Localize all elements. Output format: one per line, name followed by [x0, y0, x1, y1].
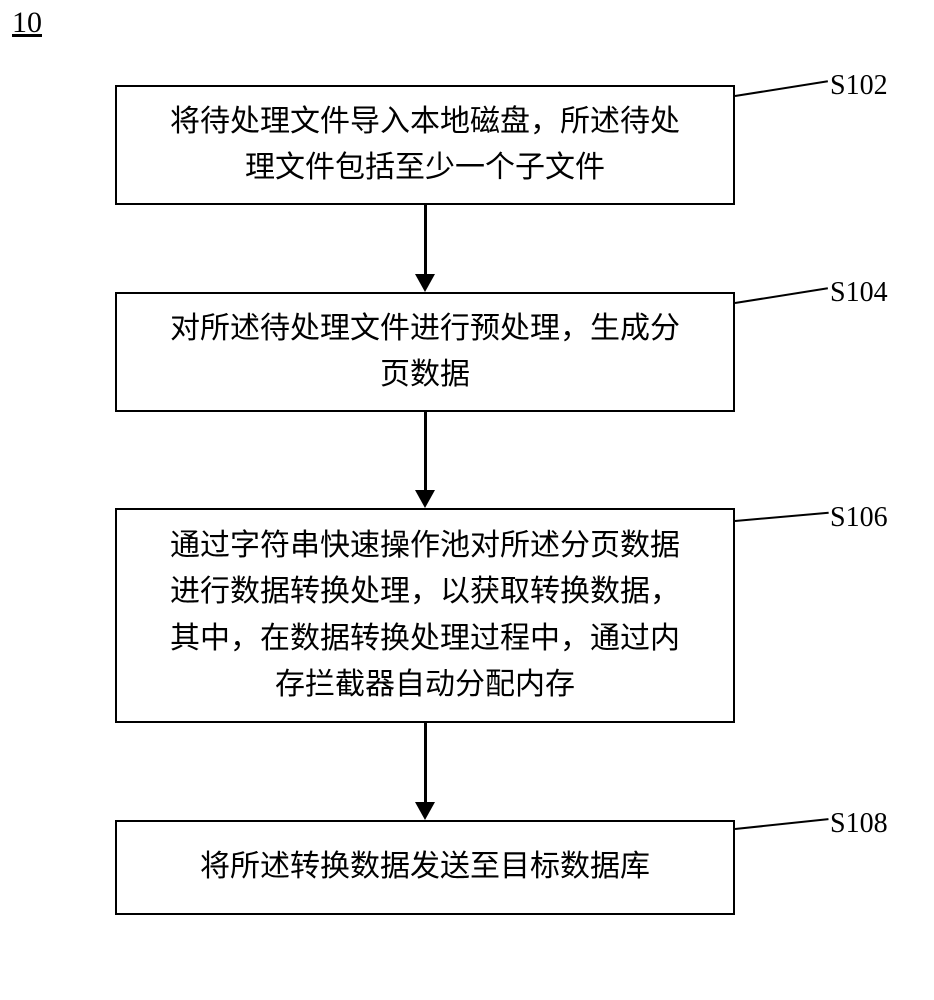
- flow-node-s108: 将所述转换数据发送至目标数据库: [115, 820, 735, 915]
- step-label-s106: S106: [830, 502, 888, 534]
- flow-node-s106: 通过字符串快速操作池对所述分页数据 进行数据转换处理，以获取转换数据， 其中，在…: [115, 508, 735, 723]
- flow-node-text: 通过字符串快速操作池对所述分页数据 进行数据转换处理，以获取转换数据， 其中，在…: [170, 523, 680, 709]
- arrow-line-1: [424, 205, 427, 274]
- figure-number: 10: [12, 6, 42, 40]
- flow-node-text: 对所述待处理文件进行预处理，生成分 页数据: [170, 306, 680, 399]
- arrow-line-3: [424, 723, 427, 802]
- flow-node-text: 将所述转换数据发送至目标数据库: [200, 844, 650, 891]
- label-connector-s108: [735, 818, 829, 830]
- step-label-s104: S104: [830, 277, 888, 309]
- flow-node-text: 将待处理文件导入本地磁盘，所述待处 理文件包括至少一个子文件: [170, 99, 680, 192]
- label-connector-s106: [735, 512, 829, 522]
- arrow-head-2: [415, 490, 435, 508]
- arrow-head-3: [415, 802, 435, 820]
- label-connector-s102: [735, 80, 828, 97]
- step-label-s108: S108: [830, 808, 888, 840]
- arrow-head-1: [415, 274, 435, 292]
- step-label-s102: S102: [830, 70, 888, 102]
- label-connector-s104: [735, 287, 828, 304]
- arrow-line-2: [424, 412, 427, 490]
- flowchart-canvas: 10 将待处理文件导入本地磁盘，所述待处 理文件包括至少一个子文件 S102 对…: [0, 0, 934, 1000]
- flow-node-s102: 将待处理文件导入本地磁盘，所述待处 理文件包括至少一个子文件: [115, 85, 735, 205]
- flow-node-s104: 对所述待处理文件进行预处理，生成分 页数据: [115, 292, 735, 412]
